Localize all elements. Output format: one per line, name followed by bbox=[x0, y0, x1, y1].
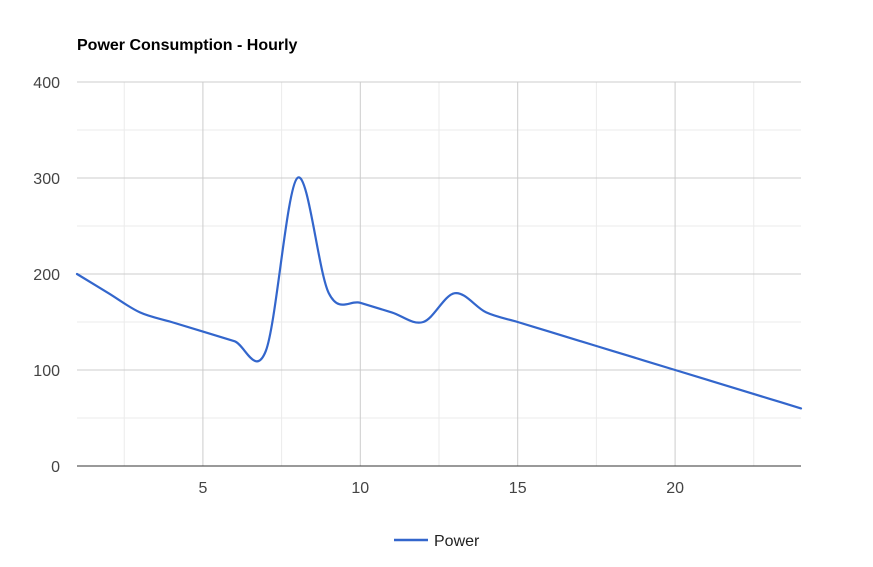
series-layer bbox=[75, 176, 803, 410]
y-axis-ticks: 0 100 200 300 400 bbox=[33, 75, 60, 476]
legend[interactable]: Power bbox=[394, 533, 480, 550]
chart-title: Power Consumption - Hourly bbox=[77, 37, 298, 54]
y-tick-label: 200 bbox=[33, 267, 60, 284]
y-tick-label: 100 bbox=[33, 363, 60, 380]
y-tick-label: 400 bbox=[33, 75, 60, 92]
major-gridlines bbox=[77, 81, 801, 466]
x-tick-label: 15 bbox=[509, 480, 527, 497]
series-line-power[interactable] bbox=[75, 176, 803, 410]
x-tick-label: 10 bbox=[351, 480, 369, 497]
x-tick-label: 5 bbox=[198, 480, 207, 497]
x-tick-label: 20 bbox=[666, 480, 684, 497]
y-tick-label: 0 bbox=[51, 459, 60, 476]
x-axis-ticks: 5 10 15 20 bbox=[198, 480, 684, 497]
y-tick-label: 300 bbox=[33, 171, 60, 188]
legend-label-power: Power bbox=[434, 533, 480, 550]
